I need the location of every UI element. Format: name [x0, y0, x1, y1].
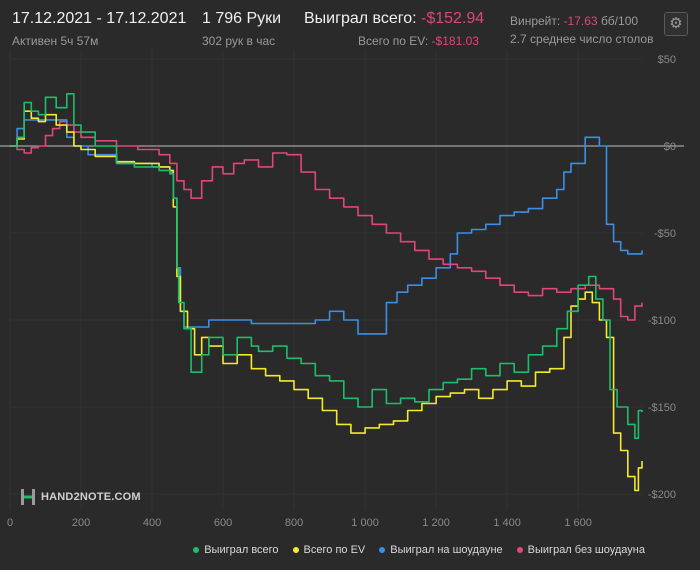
legend-dot-icon [193, 547, 200, 553]
legend-dot-icon [516, 547, 523, 553]
x-tick-label: 400 [143, 517, 161, 529]
stats-header: 17.12.2021 - 17.12.2021 Активен 5ч 57м 1… [0, 0, 700, 52]
winrate-unit: бб/100 [600, 14, 639, 28]
y-tick-label: -$50 [654, 228, 676, 240]
hand2note-logo: HAND2NOTE.COM [20, 488, 141, 506]
avg-tables: 2.7 среднее число столов [510, 32, 654, 46]
x-tick-label: 1 600 [564, 517, 592, 529]
series-line-non-showdown [10, 120, 643, 321]
active-time: Активен 5ч 57м [12, 34, 99, 48]
series-line-won-total [10, 93, 643, 440]
x-tick-label: 800 [285, 517, 303, 529]
x-tick-label: 200 [72, 517, 90, 529]
y-tick-label: $0 [664, 141, 676, 153]
hand2note-logo-icon [21, 489, 35, 505]
series-line-ev [10, 110, 643, 492]
legend-item-showdown[interactable]: Выиграл на шоудауне [379, 542, 503, 558]
legend-item-won-total[interactable]: Выиграл всего [193, 542, 279, 558]
series-lines [10, 93, 643, 492]
ev-total: Всего по EV: -$181.03 [358, 34, 479, 48]
winrate-value: -17.63 [563, 14, 598, 28]
date-range: 17.12.2021 - 17.12.2021 [12, 10, 187, 27]
y-tick-label: -$150 [648, 402, 676, 414]
legend-label: Всего по EV [303, 544, 366, 556]
legend-dot-icon [379, 547, 386, 553]
x-tick-label: 1 000 [351, 517, 379, 529]
gear-icon[interactable]: ⚙ [664, 12, 688, 36]
ev-value: -$181.03 [431, 34, 479, 48]
x-tick-label: 1 200 [422, 517, 450, 529]
legend-label: Выиграл без шоудауна [527, 544, 645, 556]
legend-dot-icon [292, 547, 299, 553]
x-tick-label: 600 [214, 517, 232, 529]
x-tick-label: 1 400 [493, 517, 521, 529]
series-line-showdown [10, 119, 643, 335]
hands-count: 1 796 Руки [202, 10, 282, 27]
won-total-label: Выиграл всего: [304, 10, 417, 27]
winrate: Винрейт: -17.63 бб/100 [510, 14, 638, 28]
y-axis: $50 $0 -$50 -$100 -$150 -$200 [648, 54, 676, 501]
legend-label: Выиграл всего [204, 544, 279, 556]
won-total-value: -$152.94 [421, 10, 485, 27]
legend-item-non-showdown[interactable]: Выиграл без шоудауна [516, 542, 645, 558]
chart-legend: Выиграл всего Всего по EV Выиграл на шоу… [193, 542, 645, 558]
x-tick-label: 0 [7, 517, 13, 529]
winrate-label: Винрейт: [510, 14, 561, 28]
y-tick-label: -$200 [648, 489, 676, 501]
logo-text: HAND2NOTE.COM [41, 491, 141, 503]
legend-item-ev[interactable]: Всего по EV [292, 542, 366, 558]
ev-label: Всего по EV: [358, 34, 429, 48]
y-tick-label: $50 [658, 54, 676, 66]
won-total: Выиграл всего: -$152.94 [304, 10, 484, 28]
hands-per-hour: 302 рук в час [202, 34, 276, 48]
profit-chart: $50 $0 -$50 -$100 -$150 -$200 0 200 400 600 800 1 … [0, 50, 684, 529]
x-axis: 0 200 400 600 800 1 000 1 200 1 400 1 600 [7, 517, 592, 529]
legend-label: Выиграл на шоудауне [390, 544, 503, 556]
y-tick-label: -$100 [648, 315, 676, 327]
grid [9, 50, 642, 510]
